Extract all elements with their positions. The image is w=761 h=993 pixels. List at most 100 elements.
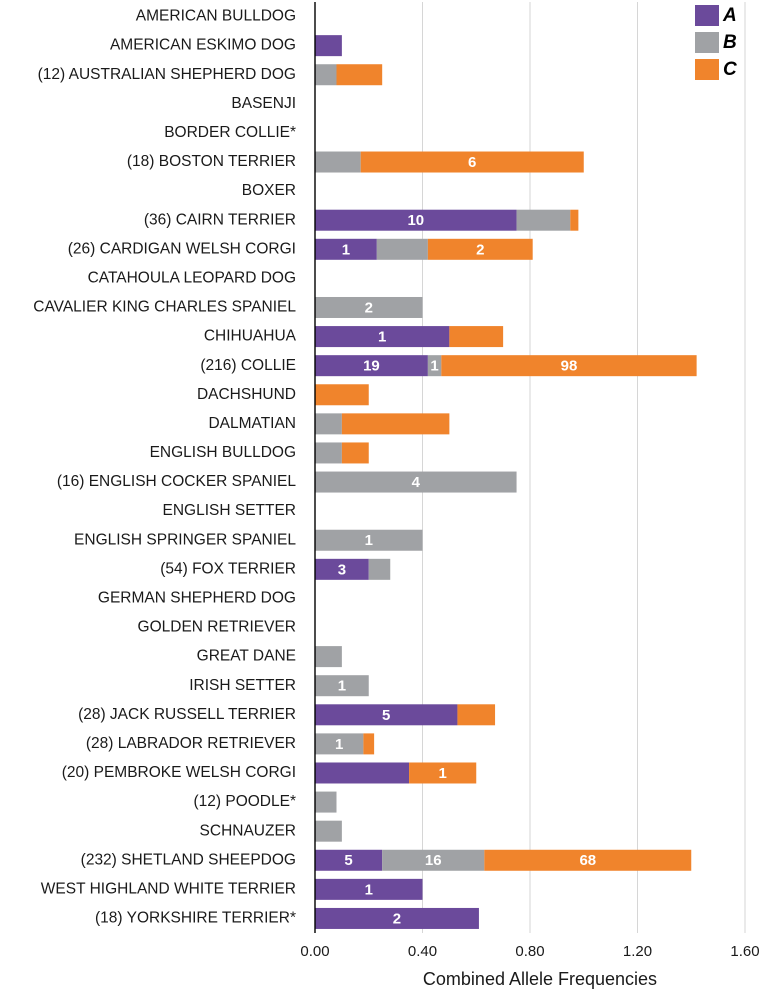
- bar-data-label: 1: [378, 329, 386, 346]
- legend-swatch-c: [695, 59, 719, 80]
- bar-segment-a: [315, 209, 517, 231]
- category-label: DALMATIAN: [208, 415, 296, 432]
- category-label: (28) JACK RUSSELL TERRIER: [78, 706, 296, 723]
- category-label: (16) ENGLISH COCKER SPANIEL: [57, 473, 297, 490]
- category-label: (12) AUSTRALIAN SHEPHERD DOG: [38, 66, 296, 83]
- bar-segment-b: [516, 209, 571, 231]
- x-tick-label: 0.40: [408, 943, 437, 960]
- bar-data-label: 16: [425, 852, 442, 869]
- bar-segment-b: [315, 442, 342, 464]
- x-tick-label: 1.20: [623, 943, 652, 960]
- category-label: (26) CARDIGAN WELSH CORGI: [68, 240, 296, 257]
- bar-data-label: 1: [335, 736, 343, 753]
- bar-segment-b: [315, 646, 342, 668]
- bar-segment-a: [315, 238, 377, 260]
- category-label: (18) YORKSHIRE TERRIER*: [95, 910, 296, 927]
- category-label: GERMAN SHEPHERD DOG: [98, 590, 296, 607]
- category-label: (232) SHETLAND SHEEPDOG: [81, 851, 296, 868]
- bar-segment-c: [315, 384, 369, 406]
- bar-data-label: 1: [342, 241, 350, 258]
- bar-segment-b: [315, 413, 342, 435]
- category-label: ENGLISH SPRINGER SPANIEL: [74, 531, 296, 548]
- bar-segment-b: [315, 675, 369, 697]
- category-label: GREAT DANE: [197, 648, 296, 665]
- bar-segment-c: [457, 704, 496, 726]
- category-label: (18) BOSTON TERRIER: [127, 153, 296, 170]
- bar-segment-c: [409, 762, 477, 784]
- category-label: CHIHUAHUA: [204, 328, 297, 345]
- bar-segment-a: [315, 326, 450, 348]
- bar-data-label: 98: [561, 358, 578, 375]
- category-label: BASENJI: [231, 95, 296, 112]
- bar-segment-a: [315, 907, 479, 929]
- category-label: (20) PEMBROKE WELSH CORGI: [62, 764, 296, 781]
- bar-segment-b: [315, 529, 423, 551]
- bar-data-label: 10: [407, 212, 424, 229]
- category-label: CAVALIER KING CHARLES SPANIEL: [33, 299, 296, 316]
- bar-segment-b: [382, 849, 485, 871]
- legend-swatch-a: [695, 5, 719, 26]
- category-label: WEST HIGHLAND WHITE TERRIER: [41, 880, 296, 897]
- x-tick-labels: 0.00 0.40 0.80 1.20 1.60: [300, 943, 759, 960]
- bar-data-label: 1: [365, 881, 373, 898]
- bar-segment-b: [368, 558, 391, 580]
- bar-data-label: 3: [338, 561, 346, 578]
- bar-data-label: 1: [338, 678, 346, 695]
- bar-segment-c: [570, 209, 579, 231]
- bar-data-label: 1: [430, 358, 438, 375]
- bar-data-label: 68: [579, 852, 596, 869]
- bar-segment-b: [376, 238, 428, 260]
- bar-data-label: 6: [468, 154, 476, 171]
- x-axis-title: Combined Allele Frequencies: [423, 969, 657, 989]
- category-label: (216) COLLIE: [200, 357, 296, 374]
- legend-label-b: B: [723, 32, 737, 53]
- category-label: SCHNAUZER: [200, 822, 296, 839]
- gridlines: [422, 2, 746, 933]
- bar-data-label: 2: [476, 241, 484, 258]
- x-tick-label: 0.00: [300, 943, 329, 960]
- category-label: AMERICAN ESKIMO DOG: [110, 37, 296, 54]
- bar-data-label: 1: [365, 532, 373, 549]
- bar-segment-c: [341, 442, 369, 464]
- bar-segment-a: [315, 849, 383, 871]
- category-label: ENGLISH BULLDOG: [150, 444, 296, 461]
- bar-data-label: 19: [363, 358, 380, 375]
- category-label: AMERICAN BULLDOG: [136, 8, 296, 25]
- bar-data-label: 1: [438, 765, 446, 782]
- category-label: GOLDEN RETRIEVER: [138, 619, 296, 636]
- legend-swatch-b: [695, 32, 719, 53]
- category-label: IRISH SETTER: [189, 677, 296, 694]
- bar-segment-b: [315, 471, 517, 493]
- bar-segment-a: [315, 704, 458, 726]
- legend-label-c: C: [723, 59, 737, 80]
- x-tick-label: 1.60: [730, 943, 759, 960]
- bar-segment-a: [315, 35, 342, 57]
- bar-segment-c: [441, 355, 697, 377]
- category-label: (28) LABRADOR RETRIEVER: [86, 735, 296, 752]
- bar-segment-c: [484, 849, 692, 871]
- bar-data-label: 5: [344, 852, 352, 869]
- bar-segment-b: [315, 791, 337, 813]
- bar-data-label: 5: [382, 707, 390, 724]
- category-label: BOXER: [242, 182, 296, 199]
- bar-data-label: 4: [412, 474, 421, 491]
- category-label: CATAHOULA LEOPARD DOG: [88, 269, 296, 286]
- category-label: ENGLISH SETTER: [163, 502, 297, 519]
- bar-segment-c: [449, 326, 504, 348]
- legend-label-a: A: [722, 5, 737, 26]
- bar-segment-a: [315, 558, 369, 580]
- category-label: BORDER COLLIE*: [164, 124, 296, 141]
- bar-segment-a: [315, 762, 410, 784]
- legend: ABC: [695, 5, 737, 80]
- category-label: DACHSHUND: [197, 386, 296, 403]
- bar-segment-c: [360, 151, 584, 173]
- category-labels: AMERICAN BULLDOG AMERICAN ESKIMO DOG (12) …: [33, 8, 296, 927]
- bar-segment-a: [315, 878, 423, 900]
- bar-segment-b: [427, 355, 442, 377]
- bar-segment-b: [315, 296, 423, 318]
- category-label: (36) CAIRN TERRIER: [144, 211, 296, 228]
- bar-segment-c: [427, 238, 533, 260]
- bar-data-label: 2: [365, 299, 373, 316]
- bar-segment-b: [315, 820, 342, 842]
